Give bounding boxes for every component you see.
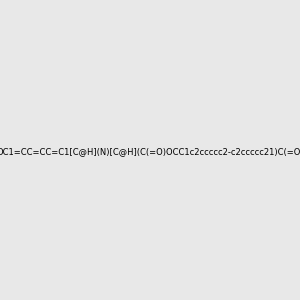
Text: OC1=CC=CC=C1[C@H](N)[C@H](C(=O)OCC1c2ccccc2-c2ccccc21)C(=O)O: OC1=CC=CC=C1[C@H](N)[C@H](C(=O)OCC1c2ccc… xyxy=(0,147,300,156)
